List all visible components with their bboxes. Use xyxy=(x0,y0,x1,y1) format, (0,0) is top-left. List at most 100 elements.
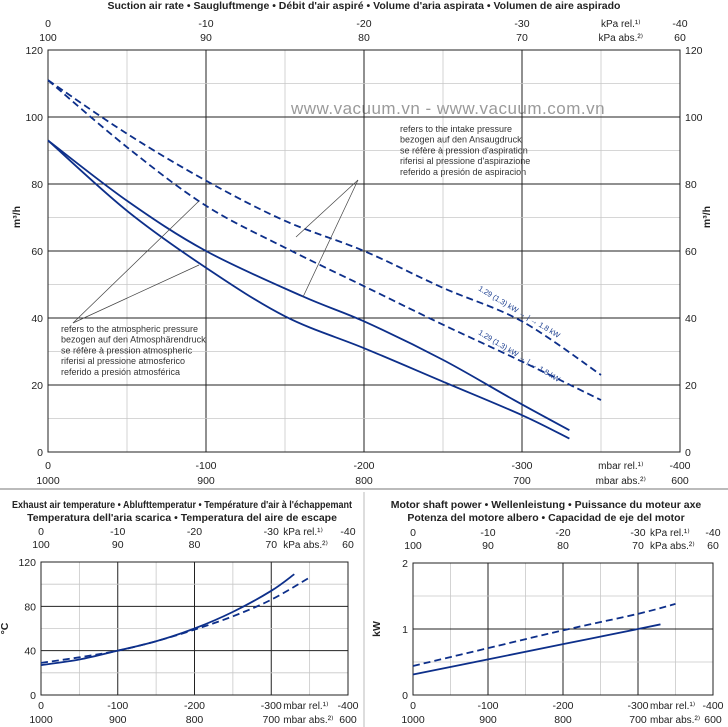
x-tick-label-mbar-abs: 600 xyxy=(704,714,722,726)
x-tick-label-mbar-abs: 600 xyxy=(671,475,689,487)
plot-frame xyxy=(412,562,714,696)
power-chart-title-2: Potenza del motore albero • Capacidad de… xyxy=(407,512,684,524)
x-tick-label-mbar-rel: -100 xyxy=(477,700,498,712)
x-tick-label-kpa-rel: -10 xyxy=(110,526,125,538)
x-tick-label-kpa-rel: -30 xyxy=(514,18,529,30)
x-tick-label-mbar-rel: -100 xyxy=(195,460,216,472)
x-unit-mbar-abs: mbar abs.²⁾ xyxy=(650,715,700,726)
x-unit-mbar-abs: mbar abs.²⁾ xyxy=(596,476,646,487)
x-unit-kpa-rel: kPa rel.¹⁾ xyxy=(601,19,641,30)
x-tick-label-mbar-abs: 1000 xyxy=(36,475,60,487)
x-tick-label-kpa-abs: 70 xyxy=(265,539,277,551)
x-tick-label-kpa-abs: 60 xyxy=(707,540,719,552)
x-tick-label-mbar-rel: -200 xyxy=(184,700,205,712)
y-tick-label: 0 xyxy=(37,447,43,459)
annotation-leader-line xyxy=(302,179,359,298)
series-line-dashed-3 xyxy=(47,79,602,376)
x-tick-label-mbar-abs: 900 xyxy=(197,475,215,487)
x-tick-label-kpa-abs: 70 xyxy=(516,32,528,44)
x-tick-label-mbar-abs: 900 xyxy=(479,714,497,726)
annotation-intake-pressure: referido a presión de aspiracion xyxy=(400,167,526,177)
x-tick-label-kpa-abs: 90 xyxy=(482,540,494,552)
x-tick-label-kpa-abs: 80 xyxy=(358,32,370,44)
series-line-solid-1 xyxy=(47,139,570,440)
x-unit-mbar-rel: mbar rel.¹⁾ xyxy=(598,461,643,472)
annotation-leader-line xyxy=(72,264,200,324)
x-unit-kpa-abs: kPa abs.²⁾ xyxy=(283,540,328,551)
series-line-solid-1 xyxy=(412,623,661,676)
y-axis-label: kW xyxy=(371,621,383,637)
x-tick-label-mbar-rel: -400 xyxy=(669,460,690,472)
x-tick-label-kpa-abs: 60 xyxy=(342,539,354,551)
annotation-atmospheric-pressure: refers to the atmospheric pressure xyxy=(61,324,198,334)
temperature-chart-title-1: Exhaust air temperature • Ablufttemperat… xyxy=(12,499,352,511)
y-tick-label: 40 xyxy=(24,646,36,658)
x-tick-label-mbar-abs: 700 xyxy=(262,714,280,726)
x-tick-label-mbar-abs: 800 xyxy=(355,475,373,487)
annotation-intake-pressure: se réfère à pression d'aspiration xyxy=(400,145,528,155)
x-tick-label-mbar-rel: 0 xyxy=(410,700,416,712)
x-tick-label-kpa-rel: -30 xyxy=(264,526,279,538)
annotation-atmospheric-pressure: se réfère à pression atmospheric xyxy=(61,345,193,355)
x-tick-label-kpa-abs: 100 xyxy=(404,540,422,552)
x-tick-label-kpa-rel: -30 xyxy=(630,527,645,539)
x-unit-kpa-rel: kPa rel.¹⁾ xyxy=(283,527,323,538)
x-tick-label-mbar-abs: 600 xyxy=(339,714,357,726)
main-chart-title: Suction air rate • Saugluftmenge • Débit… xyxy=(108,0,621,12)
series-line-dashed-2 xyxy=(40,576,311,664)
y-tick-label-right: 120 xyxy=(685,45,703,57)
x-unit-kpa-abs: kPa abs.²⁾ xyxy=(598,33,643,44)
y-tick-label: 100 xyxy=(25,112,43,124)
x-unit-kpa-rel: kPa rel.¹⁾ xyxy=(650,528,690,539)
temperature-chart-title-2: Temperatura dell'aria scarica • Temperat… xyxy=(27,512,337,524)
y-tick-label: 120 xyxy=(18,557,36,569)
annotation-intake-pressure: bezogen auf den Ansaugdruck xyxy=(400,135,522,145)
x-tick-label-mbar-rel: -400 xyxy=(702,700,723,712)
x-tick-label-mbar-abs: 900 xyxy=(109,714,127,726)
y-tick-label: 60 xyxy=(31,246,43,258)
y-axis-label-right: m³/h xyxy=(701,206,713,228)
x-tick-label-mbar-abs: 700 xyxy=(513,475,531,487)
x-unit-kpa-abs: kPa abs.²⁾ xyxy=(650,541,695,552)
x-tick-label-mbar-rel: -300 xyxy=(261,700,282,712)
suction-rate-chart: 010000100-100900-1090-200800-2080-300700… xyxy=(11,18,713,487)
annotation-intake-pressure: riferisi al pressione d'aspirazione xyxy=(400,156,530,166)
y-tick-label: 0 xyxy=(30,690,36,702)
x-tick-label-mbar-abs: 700 xyxy=(629,714,647,726)
power-range-label-lower: 1.29 (1.3) kW → | → 1.8 kW xyxy=(477,328,563,384)
y-tick-label: 0 xyxy=(402,690,408,702)
x-tick-label-mbar-rel: -300 xyxy=(627,700,648,712)
watermark: www.vacuum.vn - www.vacuum.com.vn xyxy=(290,99,605,118)
x-tick-label-kpa-rel: -10 xyxy=(198,18,213,30)
x-tick-label-kpa-abs: 90 xyxy=(200,32,212,44)
x-tick-label-kpa-rel: 0 xyxy=(410,527,416,539)
y-tick-label: 40 xyxy=(31,313,43,325)
plot-frame xyxy=(47,49,681,453)
exhaust-temperature-chart: 010000100-100900-1090-200800-2080-300700… xyxy=(0,526,359,726)
y-tick-label: 20 xyxy=(31,380,43,392)
x-tick-label-kpa-rel: -40 xyxy=(705,527,720,539)
series-line-solid-2 xyxy=(47,139,570,432)
x-tick-label-mbar-rel: -300 xyxy=(511,460,532,472)
x-tick-label-mbar-rel: -400 xyxy=(337,700,358,712)
y-tick-label-right: 80 xyxy=(685,179,697,191)
y-tick-label-right: 100 xyxy=(685,112,703,124)
x-tick-label-kpa-abs: 100 xyxy=(32,539,50,551)
x-tick-label-mbar-rel: -100 xyxy=(107,700,128,712)
x-tick-label-kpa-rel: 0 xyxy=(38,526,44,538)
annotation-atmospheric-pressure: riferisi al pressione atmosferico xyxy=(61,356,185,366)
x-tick-label-kpa-rel: -40 xyxy=(672,18,687,30)
x-tick-label-kpa-abs: 70 xyxy=(632,540,644,552)
x-unit-mbar-rel: mbar rel.¹⁾ xyxy=(283,701,328,712)
y-tick-label-right: 0 xyxy=(685,447,691,459)
x-tick-label-kpa-abs: 80 xyxy=(557,540,569,552)
x-tick-label-mbar-abs: 800 xyxy=(186,714,204,726)
series-line-dashed-4 xyxy=(47,79,602,401)
x-unit-mbar-rel: mbar rel.¹⁾ xyxy=(650,701,695,712)
y-tick-label-right: 40 xyxy=(685,313,697,325)
x-tick-label-mbar-rel: -200 xyxy=(353,460,374,472)
x-tick-label-mbar-abs: 800 xyxy=(554,714,572,726)
x-unit-mbar-abs: mbar abs.²⁾ xyxy=(283,715,333,726)
x-tick-label-mbar-abs: 1000 xyxy=(29,714,53,726)
